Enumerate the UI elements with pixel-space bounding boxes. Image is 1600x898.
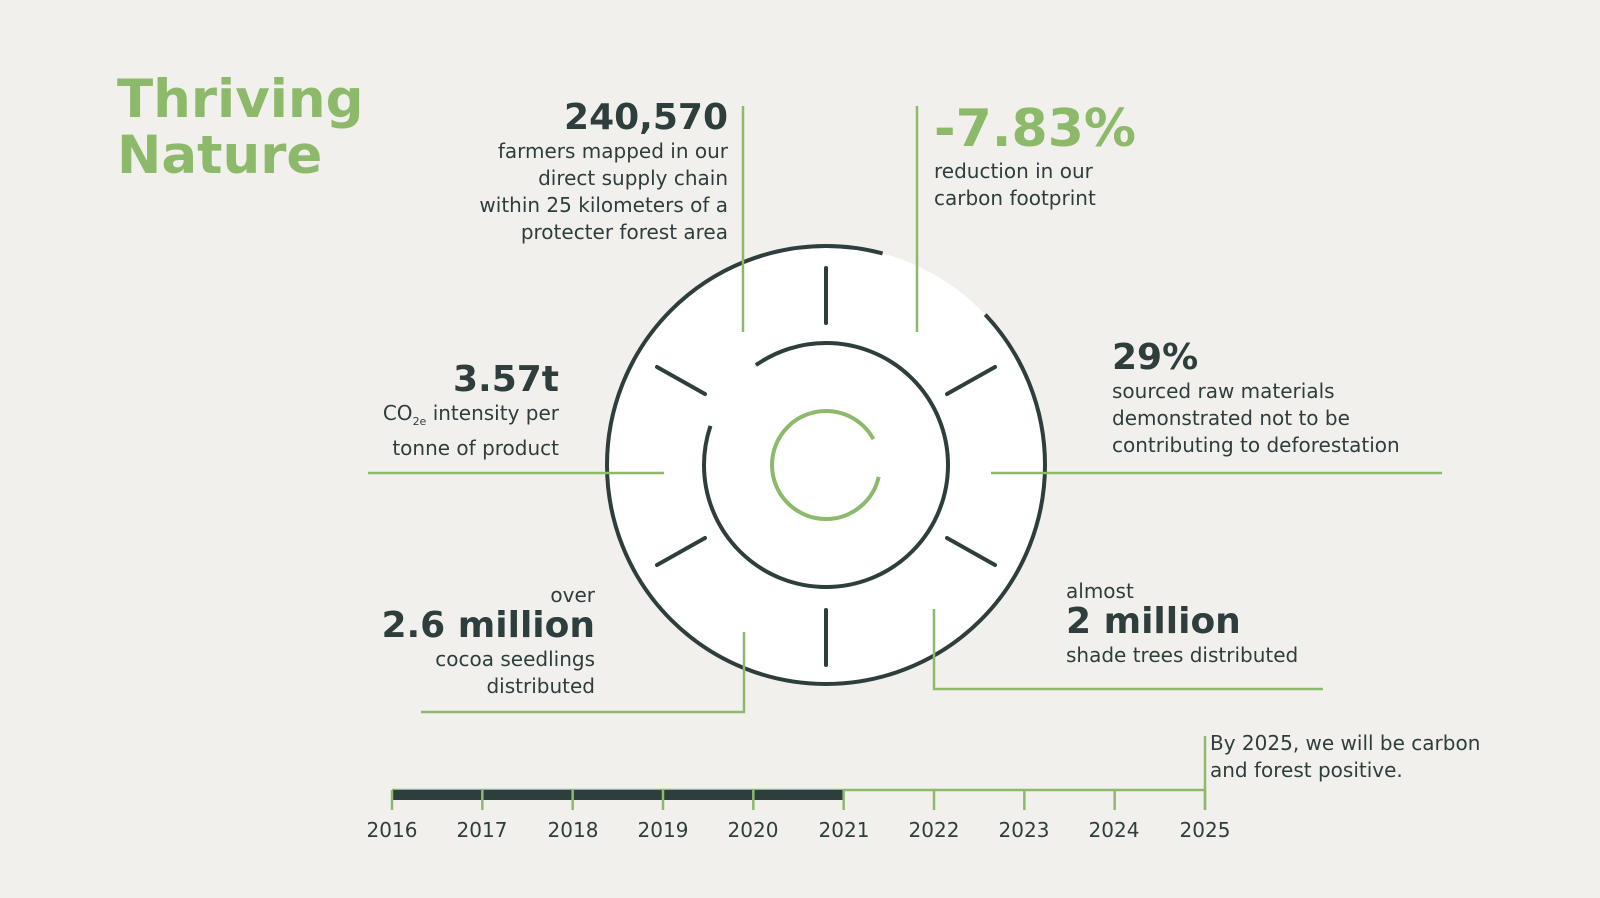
stat-carbon-line-2: carbon footprint: [934, 186, 1096, 210]
callout-seedlings: [421, 632, 746, 714]
co-text: CO: [382, 401, 413, 425]
ray-bottom-right: [945, 536, 997, 567]
stat-sourced-line-3: contributing to deforestation: [1112, 433, 1400, 457]
stat-trees: almost 2 million shade trees distributed: [1066, 580, 1366, 669]
timeline-ticks: [390, 790, 1207, 810]
year-label: 2023: [998, 818, 1050, 842]
timeline-graphic: [390, 736, 1207, 810]
callout-lines: [368, 106, 1442, 714]
stat-farmers-line-4: protecter forest area: [520, 220, 728, 244]
stat-trees-value: 2 million: [1066, 601, 1241, 642]
sun-rays: [655, 266, 997, 667]
goal-line-1: By 2025, we will be carbon: [1210, 731, 1481, 755]
stat-trees-pre: almost: [1066, 579, 1134, 603]
stat-intensity-value: 3.57t: [452, 359, 559, 400]
stat-farmers-line-3: within 25 kilometers of a: [479, 193, 728, 217]
title-line-2: Nature: [117, 125, 323, 186]
year-label: 2018: [547, 818, 599, 842]
ray-top-right: [945, 365, 997, 396]
stat-sourced-line-1: sourced raw materials: [1112, 379, 1335, 403]
timeline-progress: [392, 790, 844, 800]
stat-seedlings-line-2: distributed: [486, 674, 595, 698]
ray-bottom-left: [655, 536, 707, 567]
stat-seedlings-line-1: cocoa seedlings: [435, 647, 595, 671]
year-label: 2017: [456, 818, 508, 842]
stat-sourced: 29% sourced raw materials demonstrated n…: [1112, 338, 1472, 459]
stat-carbon-line-1: reduction in our: [934, 159, 1093, 183]
year-label: 2020: [727, 818, 779, 842]
stat-farmers-line-2: direct supply chain: [538, 166, 728, 190]
year-label: 2025: [1179, 818, 1231, 842]
stat-carbon-value: -7.83%: [934, 99, 1136, 159]
stat-sourced-line-2: demonstrated not to be: [1112, 406, 1350, 430]
stat-farmers-line-1: farmers mapped in our: [497, 139, 728, 163]
co-subscript: 2e: [412, 415, 427, 428]
callout-trees: [932, 609, 1323, 691]
year-label: 2021: [818, 818, 870, 842]
ray-top-left: [655, 365, 707, 396]
page-title: Thriving Nature: [117, 72, 364, 184]
year-label: 2019: [637, 818, 689, 842]
inner-ring: [702, 341, 950, 589]
stat-seedlings-value: 2.6 million: [381, 605, 595, 646]
intensity-text: intensity per: [426, 401, 559, 425]
stat-seedlings: over 2.6 million cocoa seedlings distrib…: [360, 584, 595, 700]
stat-intensity: 3.57t CO2e intensity per tonne of produc…: [330, 360, 559, 462]
stat-intensity-line-1: CO2e intensity per: [330, 400, 559, 435]
center-arc: [770, 409, 882, 521]
stat-carbon: -7.83% reduction in our carbon footprint: [934, 100, 1254, 212]
year-label: 2024: [1088, 818, 1140, 842]
stat-trees-line-1: shade trees distributed: [1066, 643, 1299, 667]
title-line-1: Thriving: [117, 69, 364, 130]
stat-farmers-value: 240,570: [564, 97, 728, 138]
goal-statement: By 2025, we will be carbon and forest po…: [1210, 730, 1550, 784]
stat-sourced-value: 29%: [1112, 337, 1199, 378]
stat-farmers: 240,570 farmers mapped in our direct sup…: [420, 98, 728, 246]
stat-intensity-line-2: tonne of product: [392, 436, 559, 460]
stat-seedlings-pre: over: [550, 583, 595, 607]
year-label: 2016: [366, 818, 418, 842]
goal-line-2: and forest positive.: [1210, 758, 1403, 782]
year-label: 2022: [908, 818, 960, 842]
outer-circle: [605, 244, 1047, 686]
